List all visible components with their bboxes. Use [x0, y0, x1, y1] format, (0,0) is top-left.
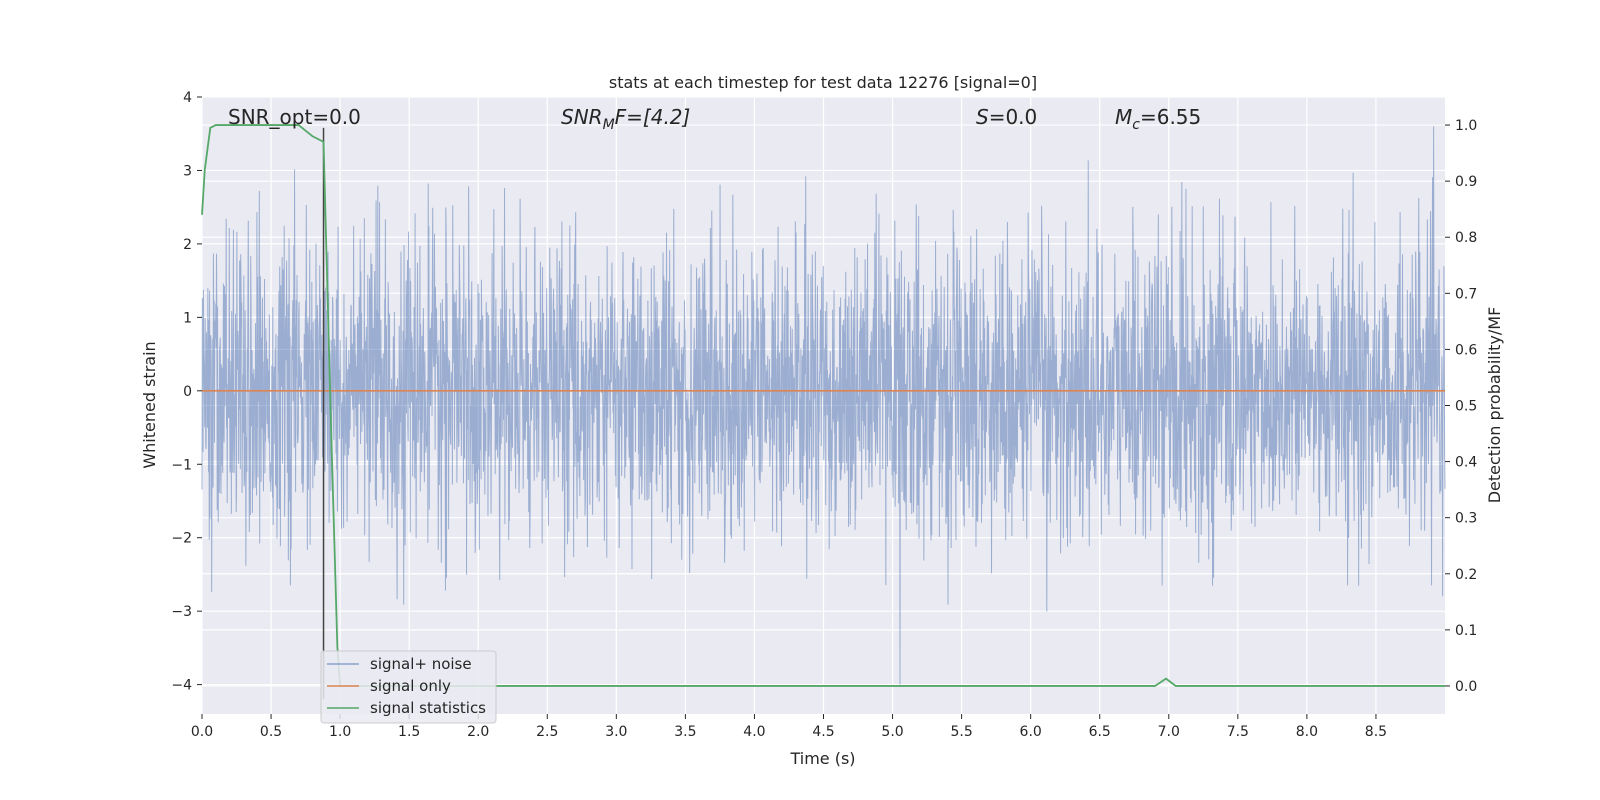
y-right-tick-label: 0.0 — [1455, 679, 1477, 695]
stats-line — [201, 124, 1445, 687]
y-right-tick-label: 0.3 — [1455, 511, 1477, 527]
y-right-tick-label: 0.9 — [1455, 174, 1477, 190]
y-tick-label: 0 — [183, 384, 192, 400]
y-tick-label: 1 — [183, 310, 192, 326]
x-tick-label: 1.0 — [329, 724, 351, 740]
x-tick-label: 7.0 — [1158, 724, 1180, 740]
x-tick-label: 2.0 — [467, 724, 489, 740]
axes: 0.0 0.5 1.0 1.5 2.0 2.5 3.0 3.5 4.0 4.5 5.0 5.5 6.0 6… — [171, 90, 1477, 740]
x-tick-label: 4.5 — [812, 724, 834, 740]
x-axis-label: Time (s) — [789, 749, 855, 768]
snr-opt-annotation: SNR_opt=0.0 — [228, 105, 361, 129]
y-right-tick-label: 0.5 — [1455, 399, 1477, 415]
y-right-tick-label: 0.8 — [1455, 230, 1477, 246]
x-tick-label: 2.5 — [536, 724, 558, 740]
x-tick-label: 4.0 — [743, 724, 765, 740]
x-tick-label: 0.5 — [260, 724, 282, 740]
y-right-tick-label: 0.7 — [1455, 286, 1477, 302]
stats-series — [201, 124, 1445, 687]
y-right-tick-label: 0.1 — [1455, 623, 1477, 639]
x-tick-label: 0.0 — [191, 724, 213, 740]
noise-series — [201, 126, 1446, 685]
y-right-tick-label: 1.0 — [1455, 118, 1477, 134]
x-tick-label: 3.5 — [674, 724, 696, 740]
legend-label-noise: signal+ noise — [370, 655, 472, 673]
x-tick-label: 5.0 — [881, 724, 903, 740]
legend-box — [320, 650, 497, 724]
y-axis-right-label: Detection probability/MF — [1485, 307, 1504, 504]
x-tick-label: 8.0 — [1296, 724, 1318, 740]
x-tick-label: 7.5 — [1227, 724, 1249, 740]
y-right-tick-label: 0.4 — [1455, 455, 1477, 471]
y-tick-label: 3 — [183, 163, 192, 179]
legend: signal+ noise signal only signal statist… — [320, 650, 497, 724]
y-tick-label: −3 — [171, 604, 192, 620]
y-axis-label: Whitened strain — [140, 341, 159, 468]
x-tick-label: 8.5 — [1365, 724, 1387, 740]
y-right-tick-label: 0.6 — [1455, 342, 1477, 358]
y-right-tick-label: 0.2 — [1455, 567, 1477, 583]
chart-title: stats at each timestep for test data 122… — [609, 73, 1037, 92]
y-tick-label: −1 — [171, 457, 192, 473]
snr-mf-annotation: SNRMF=[4.2] — [561, 105, 690, 133]
x-tick-label: 6.0 — [1020, 724, 1042, 740]
y-tick-label: −2 — [171, 531, 192, 547]
mc-annotation: Mc=6.55 — [1115, 105, 1201, 133]
x-tick-label: 5.5 — [950, 724, 972, 740]
x-tick-label: 1.5 — [398, 724, 420, 740]
x-tick-label: 3.0 — [605, 724, 627, 740]
y-tick-label: 2 — [183, 237, 192, 253]
legend-label-signal: signal only — [370, 677, 451, 695]
y-tick-label: 4 — [183, 90, 192, 106]
noise-line — [201, 126, 1446, 685]
legend-label-stats: signal statistics — [370, 699, 486, 717]
y-tick-label: −4 — [171, 678, 192, 694]
s-annotation: S=0.0 — [976, 105, 1037, 129]
x-tick-label: 6.5 — [1089, 724, 1111, 740]
